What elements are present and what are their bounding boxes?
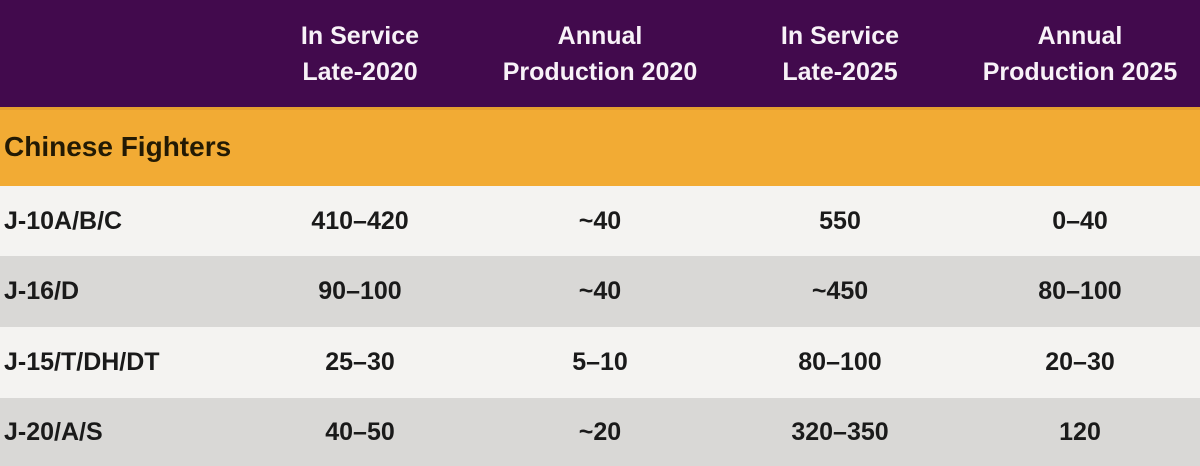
cell-in-service-2020: 410–420: [311, 206, 409, 235]
row-label: J-16/D: [4, 277, 80, 305]
column-header-line: Annual: [557, 21, 643, 50]
row-label: J-20/A/S: [4, 417, 103, 446]
cell-in-service-2020: 25–30: [325, 348, 395, 376]
table-header-row: In Service Late-2020 Annual Production 2…: [0, 0, 1200, 107]
cell-in-service-2020: 90–100: [318, 277, 402, 305]
column-header-line: Late-2025: [782, 57, 898, 86]
column-header-line: Annual: [1037, 21, 1123, 50]
row-label: J-10A/B/C: [4, 206, 123, 235]
column-header-line: Production 2025: [982, 57, 1178, 86]
cell-in-service-2025: 320–350: [791, 417, 889, 446]
column-header-in-service-2020: In Service Late-2020: [240, 18, 480, 90]
cell-in-service-2025: 80–100: [798, 348, 882, 376]
column-header-annual-production-2025: Annual Production 2025: [960, 18, 1200, 90]
table-row-j10: J-10A/B/C 410–420 ~40 550 0–40: [0, 186, 1200, 256]
column-header-line: Production 2020: [502, 57, 698, 86]
table-row-j20: J-20/A/S 40–50 ~20 320–350 120: [0, 398, 1200, 466]
cell-in-service-2025: 550: [819, 206, 861, 235]
cell-annual-production-2020: 5–10: [572, 348, 628, 376]
section-header-chinese-fighters: Chinese Fighters: [0, 107, 1200, 186]
cell-in-service-2025: ~450: [811, 277, 869, 305]
column-header-line: Late-2020: [302, 57, 418, 86]
cell-in-service-2020: 40–50: [325, 417, 395, 446]
column-header-line: In Service: [300, 21, 420, 50]
cell-annual-production-2020: ~20: [578, 417, 622, 446]
column-header-line: In Service: [780, 21, 900, 50]
row-label: J-15/T/DH/DT: [4, 348, 160, 376]
table-row-j15: J-15/T/DH/DT 25–30 5–10 80–100 20–30: [0, 327, 1200, 398]
cell-annual-production-2025: 120: [1059, 417, 1101, 446]
cell-annual-production-2025: 0–40: [1052, 206, 1108, 235]
table-row-j16: J-16/D 90–100 ~40 ~450 80–100: [0, 256, 1200, 327]
column-header-annual-production-2020: Annual Production 2020: [480, 18, 720, 90]
column-header-in-service-2025: In Service Late-2025: [720, 18, 960, 90]
section-title: Chinese Fighters: [4, 130, 232, 162]
cell-annual-production-2020: ~40: [578, 206, 622, 235]
cell-annual-production-2020: ~40: [578, 277, 622, 305]
cell-annual-production-2025: 20–30: [1045, 348, 1115, 376]
cell-annual-production-2025: 80–100: [1038, 277, 1122, 305]
